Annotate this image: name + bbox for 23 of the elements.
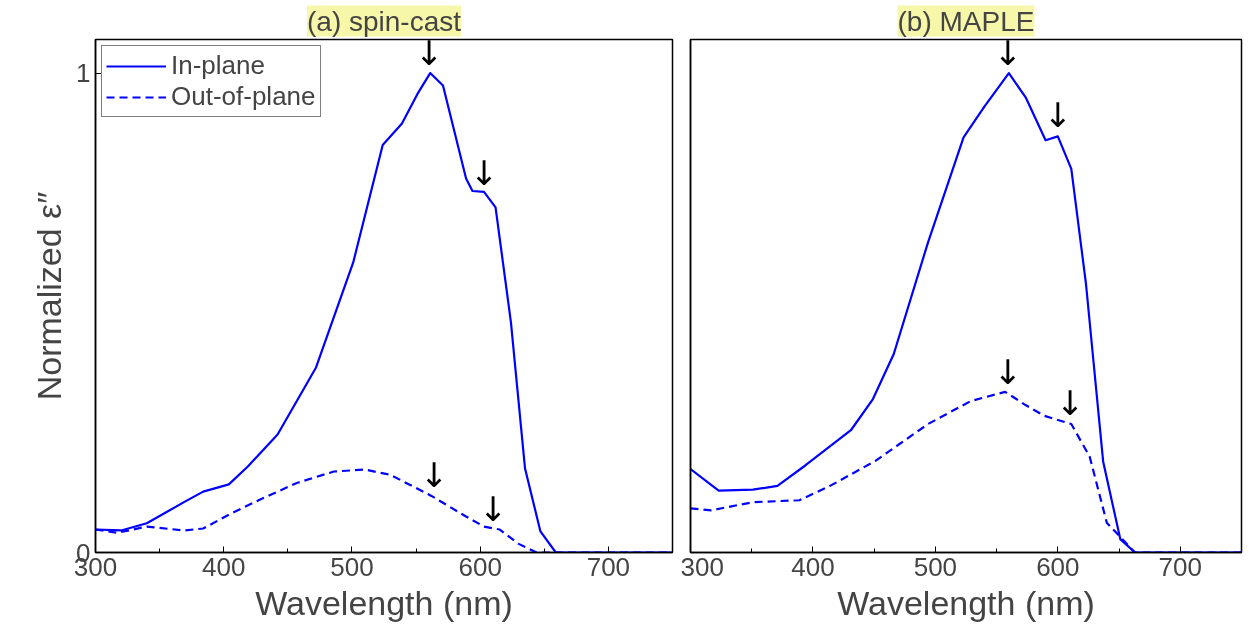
annotation: ↓ [469,152,499,193]
legend-label: In-plane [171,50,265,81]
x-axis-title: Wavelength (nm) [837,583,1095,622]
annotation: ↓ [1043,95,1073,136]
annotation: ↓ [419,454,449,495]
annotation: ↓ [478,488,508,529]
x-tick-label: 500 [330,551,374,582]
y-tick-label: 1 [76,58,91,89]
x-tick-label: 700 [1158,551,1202,582]
x-axis-title: Wavelength (nm) [255,583,513,622]
x-tick-label: 300 [680,551,724,582]
chart-title: (b) MAPLE [897,5,1035,37]
x-tick-label: 400 [202,551,246,582]
annotation: ↓ [1055,383,1085,424]
x-tick-label: 600 [458,551,502,582]
y-axis-title: Normalized ε″ [30,191,69,401]
x-tick-label: 500 [913,551,958,582]
x-tick-label: 600 [1036,551,1080,582]
annotation: ↓ [993,351,1022,392]
x-tick-label: 400 [791,551,835,582]
chart-title: (a) spin-cast [306,5,462,37]
x-tick-label: 700 [586,551,631,582]
legend-label: Out-of-plane [171,81,316,112]
